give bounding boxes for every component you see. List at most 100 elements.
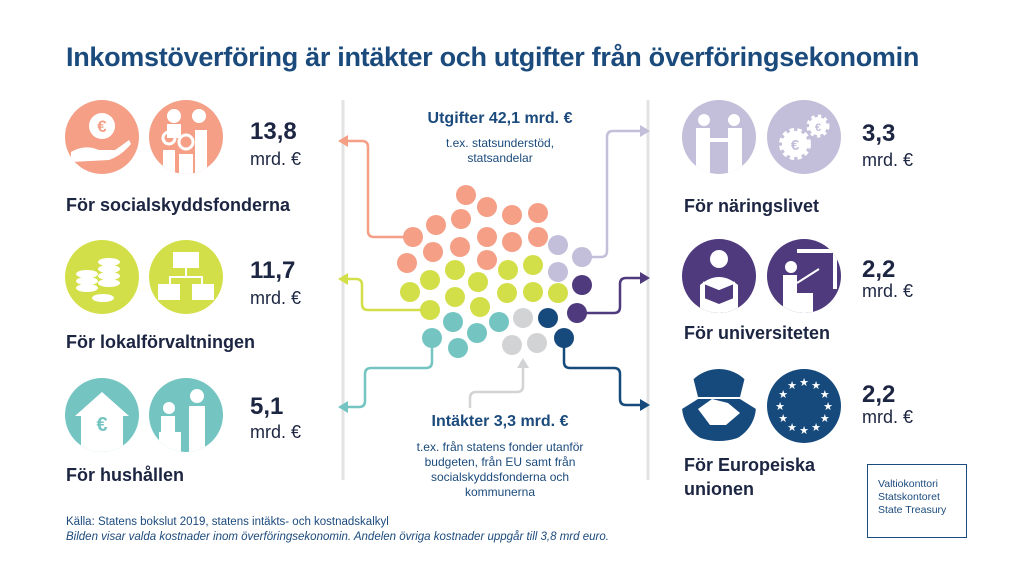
connector-university <box>577 276 646 315</box>
reading-student-icon <box>682 239 756 313</box>
label-social: För socialskyddsfonderna <box>66 195 291 215</box>
dot-social <box>456 185 476 205</box>
unit-universities: mrd. € <box>862 281 914 301</box>
dot-social <box>477 250 497 270</box>
label-universities: För universiteten <box>684 323 831 343</box>
dot-university <box>572 275 592 295</box>
dot-local <box>420 300 440 320</box>
label-local: För lokalförvaltningen <box>66 332 256 352</box>
handshake-people-icon <box>682 100 756 174</box>
dot-university <box>567 303 587 323</box>
dot-eu <box>538 308 558 328</box>
label-eu-line: unionen <box>684 479 754 499</box>
gears-euro-icon: € € <box>767 100 841 174</box>
label-business: För näringslivet <box>684 196 820 216</box>
hand-euro-icon: € <box>65 100 139 174</box>
value-business: 3,3 <box>862 120 896 147</box>
logo-line: Statskontoret <box>878 491 940 503</box>
star-icon: ★ <box>778 389 788 401</box>
income-subtitle: t.ex. från statens fonder utanför budget… <box>380 440 620 500</box>
svg-text:€: € <box>791 137 800 154</box>
dot-social <box>450 237 470 257</box>
income-subtitle-line: socialskyddsfonderna och <box>430 470 570 484</box>
dot-household <box>422 328 442 348</box>
dot-local <box>470 297 490 317</box>
dot-local <box>548 283 568 303</box>
arrow-head-icon <box>517 358 529 368</box>
dot-social <box>403 227 423 247</box>
star-icon: ★ <box>787 422 797 434</box>
dot-local <box>523 255 543 275</box>
label-eu: För Europeiska unionen <box>684 453 815 501</box>
arrow-head-icon <box>640 272 650 284</box>
dot-local <box>498 260 518 280</box>
income-subtitle-line: kommunerna <box>464 485 536 499</box>
star-icon: ★ <box>820 389 830 401</box>
teacher-icon <box>767 239 841 313</box>
arrow-head-icon <box>640 125 650 137</box>
house-euro-icon: € <box>65 378 139 452</box>
value-universities: 2,2 <box>862 256 896 283</box>
arrow-head-icon <box>640 399 650 411</box>
dot-social <box>502 232 522 252</box>
coins-icon <box>65 240 139 314</box>
unit-households: mrd. € <box>250 422 302 442</box>
family-icon <box>149 100 223 174</box>
connector-social <box>342 139 413 239</box>
expenses-subtitle-line: t.ex. statsunderstöd, <box>445 136 555 150</box>
eu-flag-icon: ★ ★ ★ ★ ★ ★ ★ ★ ★ ★ ★ ★ <box>767 369 841 443</box>
label-eu-line: För Europeiska <box>684 455 816 475</box>
star-icon: ★ <box>787 380 797 392</box>
dot-social <box>397 253 417 273</box>
dot-income <box>502 335 522 355</box>
svg-text:€: € <box>97 117 107 136</box>
dot-business <box>572 247 592 267</box>
star-icon: ★ <box>811 422 821 434</box>
income-subtitle-line: t.ex. från statens fonder utanför <box>416 440 584 454</box>
connector-local <box>342 277 430 312</box>
logo-line: Valtiokonttori <box>878 478 938 490</box>
dot-local <box>497 283 517 303</box>
dot-social <box>502 205 522 225</box>
income-title: Intäkter 3,3 mrd. € <box>431 413 569 430</box>
connector-income <box>468 362 525 408</box>
connector-eu <box>562 338 646 407</box>
dot-local <box>445 287 465 307</box>
source-note: Källa: Statens bokslut 2019, statens int… <box>66 516 389 528</box>
dot-business <box>548 235 568 255</box>
unit-local: mrd. € <box>250 288 302 308</box>
expenses-subtitle: t.ex. statsunderstöd, statsandelar <box>395 136 605 166</box>
dot-business <box>548 262 568 282</box>
dot-social <box>528 227 548 247</box>
svg-text:€: € <box>96 414 107 436</box>
expenses-subtitle-line: statsandelar <box>467 151 533 165</box>
dot-income <box>527 333 547 353</box>
label-households: För hushållen <box>66 465 185 485</box>
value-households: 5,1 <box>250 393 284 420</box>
dot-social <box>423 242 443 262</box>
unit-social: mrd. € <box>250 149 302 169</box>
dot-local <box>445 260 465 280</box>
connector-household <box>342 338 434 409</box>
dot-household <box>448 338 468 358</box>
dot-social <box>528 203 548 223</box>
value-local: 11,7 <box>250 257 296 284</box>
arrow-head-icon <box>338 273 348 285</box>
expenses-title: Utgifter 42,1 mrd. € <box>427 110 573 127</box>
dot-local <box>468 272 488 292</box>
star-icon: ★ <box>799 377 809 389</box>
state-treasury-logo: Valtiokonttori Statskontoret State Treas… <box>867 464 967 538</box>
unit-business: mrd. € <box>862 150 914 170</box>
dot-social <box>477 227 497 247</box>
arrow-head-icon <box>338 135 348 147</box>
dot-social <box>451 209 471 229</box>
dot-local <box>400 282 420 302</box>
star-icon: ★ <box>820 413 830 425</box>
value-social: 13,8 <box>250 118 297 145</box>
dot-local <box>420 270 440 290</box>
income-subtitle-line: budgeten, från EU samt från <box>424 455 576 469</box>
star-icon: ★ <box>823 401 833 413</box>
value-eu: 2,2 <box>862 381 896 408</box>
dot-household <box>443 312 463 332</box>
